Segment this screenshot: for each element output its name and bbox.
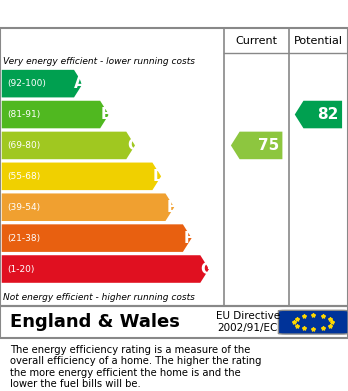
Text: (55-68): (55-68) <box>7 172 40 181</box>
Text: 82: 82 <box>317 107 339 122</box>
Text: Potential: Potential <box>294 36 343 46</box>
Text: (81-91): (81-91) <box>7 110 40 119</box>
Polygon shape <box>2 163 161 190</box>
Text: The energy efficiency rating is a measure of the
overall efficiency of a home. T: The energy efficiency rating is a measur… <box>10 344 262 389</box>
Polygon shape <box>2 70 83 97</box>
Text: (92-100): (92-100) <box>7 79 46 88</box>
Polygon shape <box>295 101 342 128</box>
Text: F: F <box>184 231 194 246</box>
Polygon shape <box>2 224 192 252</box>
Polygon shape <box>231 132 283 159</box>
Text: (21-38): (21-38) <box>7 233 40 243</box>
Text: England & Wales: England & Wales <box>10 313 180 331</box>
Text: 75: 75 <box>258 138 279 153</box>
Text: E: E <box>166 200 177 215</box>
Text: Very energy efficient - lower running costs: Very energy efficient - lower running co… <box>3 57 196 66</box>
Text: Current: Current <box>236 36 278 46</box>
Text: (69-80): (69-80) <box>7 141 40 150</box>
Text: EU Directive
2002/91/EC: EU Directive 2002/91/EC <box>216 311 280 333</box>
Polygon shape <box>2 194 174 221</box>
Text: Not energy efficient - higher running costs: Not energy efficient - higher running co… <box>3 293 195 302</box>
Polygon shape <box>2 132 135 159</box>
Text: B: B <box>101 107 112 122</box>
Text: Energy Efficiency Rating: Energy Efficiency Rating <box>14 5 261 23</box>
Text: (1-20): (1-20) <box>7 265 34 274</box>
Polygon shape <box>2 255 209 283</box>
FancyBboxPatch shape <box>278 310 348 334</box>
Polygon shape <box>2 101 109 128</box>
Text: G: G <box>200 262 213 276</box>
Text: A: A <box>74 76 86 91</box>
Text: D: D <box>152 169 165 184</box>
Text: C: C <box>127 138 138 153</box>
Text: (39-54): (39-54) <box>7 203 40 212</box>
